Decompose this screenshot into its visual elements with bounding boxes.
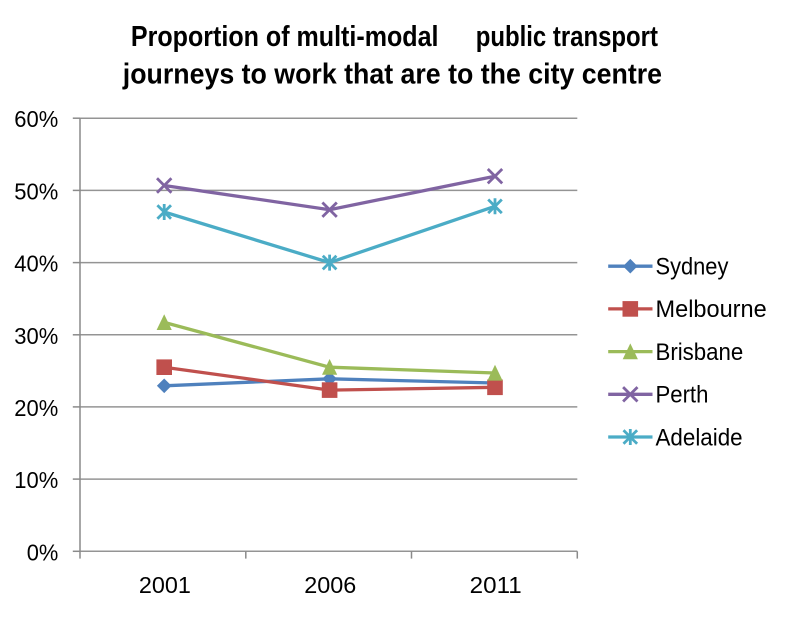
svg-text:30%: 30% xyxy=(14,323,58,349)
svg-text:journeys to work that are to t: journeys to work that are to the city ce… xyxy=(122,58,662,90)
svg-text:2011: 2011 xyxy=(470,572,522,598)
svg-text:Melbourne: Melbourne xyxy=(656,296,767,323)
svg-text:Adelaide: Adelaide xyxy=(656,424,743,451)
svg-text:0%: 0% xyxy=(27,539,59,565)
svg-text:Sydney: Sydney xyxy=(656,254,729,281)
svg-text:10%: 10% xyxy=(14,467,58,493)
svg-text:Perth: Perth xyxy=(656,382,709,409)
svg-text:40%: 40% xyxy=(14,251,58,277)
svg-text:50%: 50% xyxy=(14,178,58,204)
svg-text:public transport: public transport xyxy=(476,21,659,53)
svg-text:60%: 60% xyxy=(14,106,58,132)
svg-text:2001: 2001 xyxy=(139,572,191,598)
svg-text:2006: 2006 xyxy=(304,572,356,598)
svg-text:Proportion of multi-modal: Proportion of multi-modal xyxy=(131,21,439,53)
svg-text:20%: 20% xyxy=(14,395,58,421)
svg-text:Brisbane: Brisbane xyxy=(656,339,744,366)
